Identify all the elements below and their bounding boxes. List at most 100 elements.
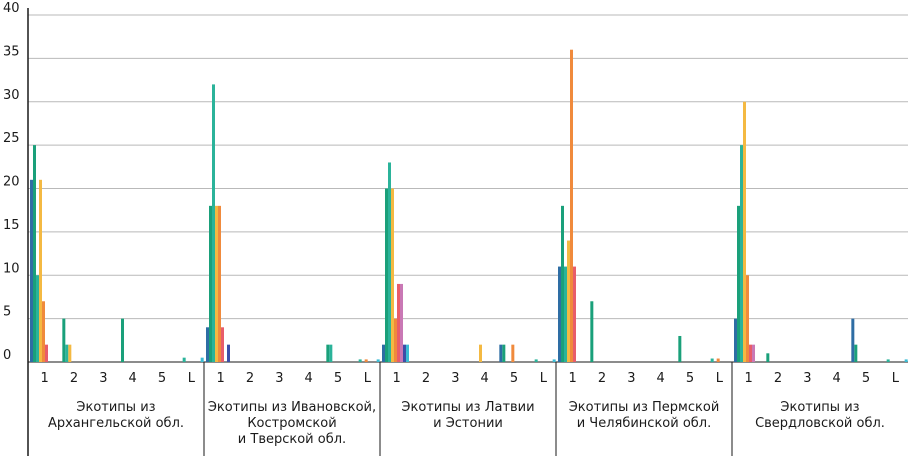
bar xyxy=(394,318,397,363)
bar xyxy=(212,84,215,363)
x-tick-label: 1 xyxy=(393,371,401,386)
bar xyxy=(65,344,69,362)
x-tick-label: 4 xyxy=(657,371,665,386)
bar xyxy=(215,205,218,362)
x-tick-label: 5 xyxy=(158,371,166,386)
bar xyxy=(502,344,506,362)
x-tick-label: 2 xyxy=(598,371,606,386)
y-tick-label: 40 xyxy=(3,1,20,16)
y-tick-label: 35 xyxy=(3,44,20,59)
bar xyxy=(749,344,752,362)
bar xyxy=(564,266,567,362)
group-label: Экотипы из xyxy=(780,400,859,415)
bar xyxy=(904,359,908,362)
bar xyxy=(567,240,570,362)
x-tick-label: 1 xyxy=(569,371,577,386)
x-tick-label: 3 xyxy=(275,371,283,386)
bar xyxy=(573,266,576,362)
x-tick-label: 5 xyxy=(862,371,870,386)
bar xyxy=(326,344,330,362)
x-tick-label: L xyxy=(716,371,724,386)
x-tick-label: 1 xyxy=(217,371,225,386)
group-label: Экотипы из Пермской xyxy=(569,400,720,415)
bar xyxy=(678,335,682,362)
y-tick-label: 5 xyxy=(3,305,11,320)
x-tick-label: 4 xyxy=(305,371,313,386)
bar xyxy=(218,205,221,362)
group-label: Экотипы из Ивановской, xyxy=(208,400,376,415)
bar xyxy=(39,179,42,362)
bar xyxy=(534,359,538,362)
y-tick-label: 30 xyxy=(3,88,20,103)
bar xyxy=(854,344,858,362)
x-tick-label: 5 xyxy=(334,371,342,386)
group-label: и Эстонии xyxy=(433,416,503,431)
bar xyxy=(62,318,66,363)
axes xyxy=(27,8,908,456)
y-tick-labels: 0 5 10 15 20 25 30 35 40 xyxy=(3,1,20,363)
x-tick-label: 1 xyxy=(745,371,753,386)
bar xyxy=(590,301,594,362)
bar xyxy=(182,357,186,362)
group-label: Архангельской обл. xyxy=(48,416,184,431)
x-tick-label: 4 xyxy=(129,371,137,386)
x-tick-label: 4 xyxy=(481,371,489,386)
group-labels: Экотипы из Архангельской обл. Экотипы из И… xyxy=(48,400,885,447)
x-tick-label: 5 xyxy=(686,371,694,386)
bar xyxy=(382,344,385,362)
bar xyxy=(400,283,403,362)
bar xyxy=(766,353,770,362)
x-tick-label: 3 xyxy=(803,371,811,386)
gridlines xyxy=(28,14,908,320)
bar xyxy=(45,344,48,362)
x-tick-label: L xyxy=(364,371,372,386)
y-tick-label: 15 xyxy=(3,218,20,233)
bar xyxy=(33,145,36,363)
bar xyxy=(391,188,394,362)
bar xyxy=(376,359,380,362)
bar xyxy=(397,283,400,362)
bar xyxy=(561,205,564,362)
x-tick-label: 2 xyxy=(246,371,254,386)
bar xyxy=(570,49,573,362)
bar xyxy=(68,344,72,362)
bar xyxy=(209,205,212,362)
bar xyxy=(746,275,749,362)
x-tick-label: 3 xyxy=(627,371,635,386)
bar xyxy=(752,344,755,362)
group-label: Экотипы из Латвии xyxy=(401,400,534,415)
bar xyxy=(206,327,209,362)
group-label: и Челябинской обл. xyxy=(577,416,712,431)
x-tick-label: 4 xyxy=(833,371,841,386)
y-tick-label: 20 xyxy=(3,175,20,190)
y-tick-label: 10 xyxy=(3,261,20,276)
bar xyxy=(737,205,740,362)
x-tick-label: 3 xyxy=(99,371,107,386)
bar xyxy=(30,179,33,362)
x-tick-label: L xyxy=(892,371,900,386)
bar xyxy=(403,344,406,362)
bars xyxy=(30,49,908,363)
bar xyxy=(479,344,482,362)
bar xyxy=(886,359,890,362)
bar xyxy=(221,327,224,362)
bar xyxy=(358,359,362,362)
bar xyxy=(716,358,720,362)
bar xyxy=(511,344,515,362)
bar xyxy=(499,344,503,362)
bar xyxy=(851,318,855,363)
bar xyxy=(364,359,368,362)
bar xyxy=(329,344,333,362)
x-tick-label: 2 xyxy=(774,371,782,386)
group-label: Свердловской обл. xyxy=(755,416,885,431)
bar xyxy=(552,359,556,362)
bar xyxy=(406,344,409,362)
bar xyxy=(385,188,388,362)
x-tick-label: 1 xyxy=(41,371,49,386)
bar xyxy=(227,344,230,362)
y-tick-label: 0 xyxy=(3,348,11,363)
x-tick-label: L xyxy=(540,371,548,386)
bar xyxy=(388,162,391,362)
y-tick-label: 25 xyxy=(3,131,20,146)
